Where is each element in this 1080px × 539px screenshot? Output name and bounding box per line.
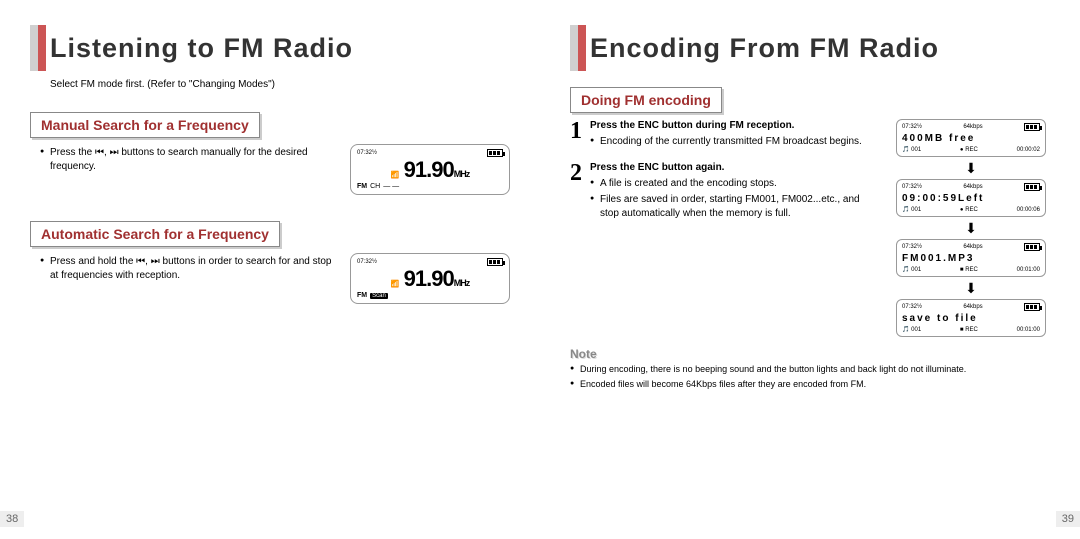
page-title: Listening to FM Radio [50, 33, 353, 64]
manual-text: Press the ⏮, ⏭ buttons to search manuall… [30, 144, 346, 176]
lcd-manual: 07:32½ 📶 91.90MHz FM CH — — [350, 144, 510, 195]
lcd-fm: FM [357, 183, 367, 190]
battery-icon [487, 149, 503, 157]
lcd-freq: 📶 91.90MHz [357, 157, 503, 183]
battery-icon [1024, 243, 1040, 251]
note-2: Encoded files will become 64Kbps files a… [570, 378, 1050, 391]
title-row: Listening to FM Radio [30, 25, 510, 71]
battery-icon [1024, 183, 1040, 191]
battery-icon [487, 258, 503, 266]
encoding-columns: 1 Press the ENC button during FM recepti… [570, 119, 1050, 337]
step1-text: Encoding of the currently transmitted FM… [590, 135, 880, 149]
antenna-icon: 📶 [391, 172, 399, 179]
section-header-auto: Automatic Search for a Frequency [30, 221, 280, 247]
encoding-steps: 1 Press the ENC button during FM recepti… [570, 119, 880, 337]
mini4-text: save to file [902, 311, 1040, 326]
lcd-ch: CH [370, 183, 380, 190]
note-body: During encoding, there is no beeping sou… [570, 363, 1050, 390]
step-2: 2 Press the ENC button again. A file is … [570, 161, 880, 223]
step2-text2: Files are saved in order, starting FM001… [590, 193, 880, 221]
section-manual: Press the ⏮, ⏭ buttons to search manuall… [30, 144, 510, 195]
auto-bullet: Press and hold the ⏮, ⏭ buttons in order… [40, 255, 338, 283]
title-accent-icon [30, 25, 46, 71]
mini-lcd-1: 07:32½64kbps 400MB free 🎵 001● REC00:00:… [896, 119, 1046, 157]
step-1: 1 Press the ENC button during FM recepti… [570, 119, 880, 151]
title-row: Encoding From FM Radio [570, 25, 1050, 71]
mini-lcd-2: 07:32½64kbps 09:00:59Left 🎵 001● REC00:0… [896, 179, 1046, 217]
note-1: During encoding, there is no beeping sou… [570, 363, 1050, 376]
mini-lcd-4: 07:32½64kbps save to file 🎵 001■ REC00:0… [896, 299, 1046, 337]
page-number: 39 [1056, 511, 1080, 527]
lcd-chno: — — [383, 183, 399, 190]
down-arrow-icon: ⬇ [965, 221, 977, 235]
note-header: Note [570, 347, 1050, 361]
mini1-text: 400MB free [902, 131, 1040, 146]
page-number: 38 [0, 511, 24, 527]
step2-title: Press the ENC button again. [590, 161, 880, 175]
lcd-time: 07:32½ [357, 150, 377, 156]
page-title: Encoding From FM Radio [590, 33, 939, 64]
antenna-icon: 📶 [391, 281, 399, 288]
battery-icon [1024, 123, 1040, 131]
step-num: 1 [570, 119, 590, 151]
lcd-time: 07:32½ [357, 259, 377, 265]
section-header-encoding: Doing FM encoding [570, 87, 722, 113]
down-arrow-icon: ⬇ [965, 161, 977, 175]
step-num: 2 [570, 161, 590, 223]
section-auto: Press and hold the ⏮, ⏭ buttons in order… [30, 253, 510, 304]
mini3-text: FM001.MP3 [902, 251, 1040, 266]
page-right: Encoding From FM Radio Doing FM encoding… [540, 0, 1080, 539]
lcd-freq: 📶 91.90MHz [357, 266, 503, 292]
encoding-screens: 07:32½64kbps 400MB free 🎵 001● REC00:00:… [892, 119, 1050, 337]
step2-text1: A file is created and the encoding stops… [590, 177, 880, 191]
lcd-scan: Scan [370, 293, 388, 299]
mini2-text: 09:00:59Left [902, 191, 1040, 206]
down-arrow-icon: ⬇ [965, 281, 977, 295]
title-accent-icon [570, 25, 586, 71]
auto-text: Press and hold the ⏮, ⏭ buttons in order… [30, 253, 346, 285]
section-header-manual: Manual Search for a Frequency [30, 112, 260, 138]
battery-icon [1024, 303, 1040, 311]
manual-bullet: Press the ⏮, ⏭ buttons to search manuall… [40, 146, 338, 174]
lcd-fm: FM [357, 292, 367, 299]
lcd-auto: 07:32½ 📶 91.90MHz FM Scan [350, 253, 510, 304]
mini-lcd-3: 07:32½64kbps FM001.MP3 🎵 001■ REC00:01:0… [896, 239, 1046, 277]
step1-title: Press the ENC button during FM reception… [590, 119, 880, 133]
intro-text: Select FM mode first. (Refer to "Changin… [50, 79, 510, 90]
page-left: Listening to FM Radio Select FM mode fir… [0, 0, 540, 539]
